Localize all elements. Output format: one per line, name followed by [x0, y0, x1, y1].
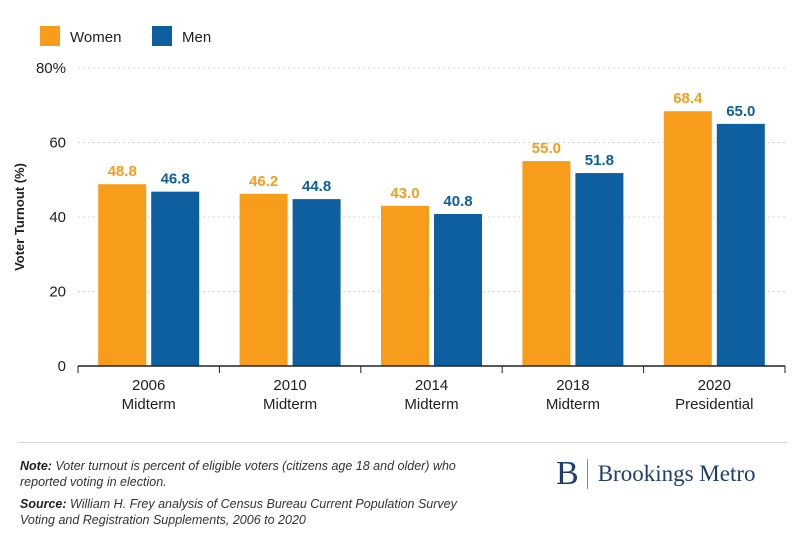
logo-separator	[586, 459, 588, 489]
legend-swatch-men	[152, 26, 172, 46]
brookings-metro-logo: B Brookings Metro	[556, 456, 756, 492]
y-axis: 0 20 40 60 80%	[36, 60, 66, 375]
x-tick-label-kind: Midterm	[546, 396, 600, 413]
x-tick-label-year: 2010	[273, 377, 306, 394]
x-tick-label-year: 2014	[415, 377, 448, 394]
x-tick-label-kind: Midterm	[404, 396, 458, 413]
data-label-women-2014: 43.0	[390, 185, 419, 202]
note-text: Note: Voter turnout is percent of eligib…	[20, 458, 490, 490]
note-body: Voter turnout is percent of eligible vot…	[20, 459, 456, 489]
x-tick-label-kind: Presidential	[675, 396, 753, 413]
x-tick-label-kind: Midterm	[263, 396, 317, 413]
bar-women-2010	[239, 193, 288, 366]
data-label-men-2006: 46.8	[161, 171, 190, 188]
x-axis: 2006 Midterm 2010 Midterm 2014 Midterm 2018 Mid…	[77, 365, 786, 413]
y-tick-label: 80%	[36, 60, 66, 77]
data-label-men-2018: 51.8	[585, 152, 614, 169]
y-tick-label: 40	[49, 209, 66, 226]
legend-label-women: Women	[70, 29, 121, 46]
bar-men-2018	[575, 173, 624, 366]
data-label-women-2010: 46.2	[249, 173, 278, 190]
bar-women-2014	[381, 205, 429, 366]
bar-women-2020	[663, 111, 712, 367]
legend-swatch-women	[40, 26, 60, 46]
data-label-women-2020: 68.4	[673, 90, 703, 107]
brookings-b-icon: B	[556, 455, 579, 492]
y-axis-label: Voter Turnout (%)	[12, 163, 27, 271]
source-label: Source:	[20, 497, 67, 511]
x-tick-label-year: 2006	[132, 377, 165, 394]
bar-men-2010	[292, 199, 341, 366]
source-body: William H. Frey analysis of Census Burea…	[20, 497, 457, 527]
source-text: Source: William H. Frey analysis of Cens…	[20, 496, 490, 528]
x-tick-label-year: 2018	[556, 377, 589, 394]
legend: Women Men	[40, 26, 211, 46]
data-label-men-2020: 65.0	[726, 103, 755, 120]
data-label-women-2006: 48.8	[108, 163, 137, 180]
footer-divider	[18, 442, 788, 443]
bar-chart: Women Men 0 20 40 60 80% Voter Turnout (%) 48…	[12, 26, 786, 413]
x-tick-label-year: 2020	[698, 377, 731, 394]
x-tick-label-kind: Midterm	[122, 396, 176, 413]
data-label-women-2018: 55.0	[532, 140, 561, 157]
y-tick-label: 0	[58, 358, 66, 375]
data-label-men-2014: 40.8	[443, 193, 472, 210]
bar-men-2020	[716, 123, 765, 366]
bar-men-2014	[434, 214, 482, 366]
brand-name: Brookings Metro	[597, 461, 756, 486]
bar-women-2006	[98, 184, 147, 366]
note-label: Note:	[20, 459, 52, 473]
y-tick-label: 60	[49, 135, 66, 152]
legend-label-men: Men	[182, 29, 211, 46]
data-label-men-2010: 44.8	[302, 178, 331, 195]
bars: 48.8 46.8 46.2 44.8 43.0 40.8 55.0 51.8 68.4 65.0	[98, 90, 765, 367]
bar-women-2018	[522, 161, 571, 366]
bar-men-2006	[151, 191, 200, 366]
y-tick-label: 20	[49, 284, 66, 301]
